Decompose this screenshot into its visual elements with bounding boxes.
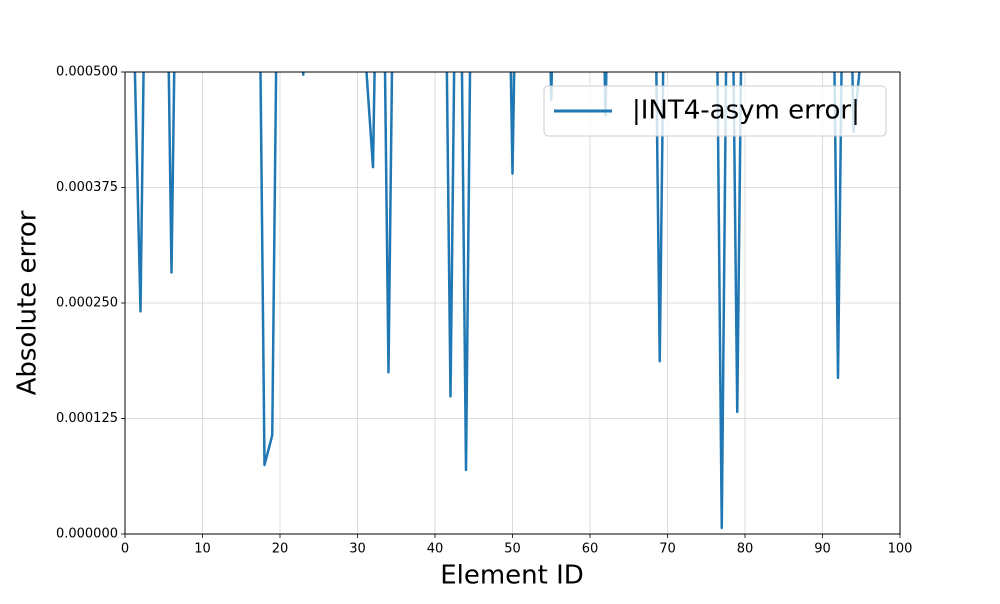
x-axis-label: Element ID — [440, 561, 584, 591]
x-tick-label: 80 — [737, 542, 754, 557]
plot-frame — [124, 71, 901, 535]
x-tick-label: 60 — [582, 542, 599, 557]
x-tick-label: 100 — [888, 542, 913, 557]
x-tick-label: 40 — [427, 542, 444, 557]
legend-label: |INT4-asym error| — [632, 96, 860, 126]
x-tick-label: 70 — [659, 542, 676, 557]
y-axis-label: Absolute error — [13, 210, 43, 395]
x-tick-label: 10 — [194, 542, 211, 557]
x-tick-label: 30 — [349, 542, 366, 557]
legend-box — [543, 85, 887, 137]
y-tick-label: 0.000125 — [56, 411, 118, 426]
y-tick-label: 0.000500 — [56, 65, 118, 80]
x-tick-label: 0 — [121, 542, 129, 557]
x-tick-label: 50 — [504, 542, 521, 557]
y-tick-label: 0.000375 — [56, 180, 118, 195]
data-line — [133, 72, 861, 530]
y-tick-label: 0.000000 — [56, 527, 118, 542]
x-tick-label: 90 — [814, 542, 831, 557]
x-tick-label: 20 — [272, 542, 289, 557]
plot-area — [133, 72, 861, 530]
y-tick-label: 0.000250 — [56, 296, 118, 311]
